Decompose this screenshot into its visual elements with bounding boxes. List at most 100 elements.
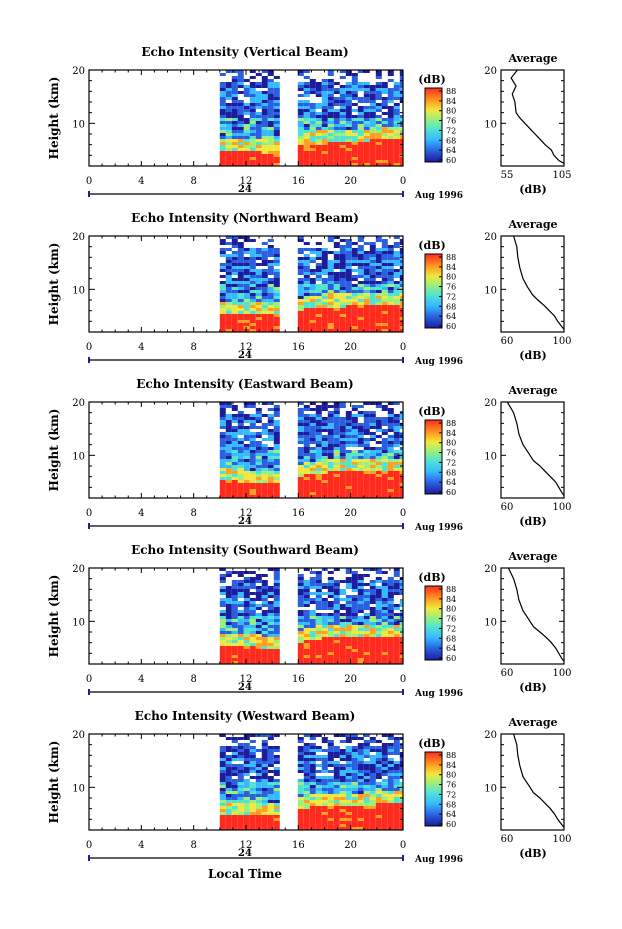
heatmap-cell <box>351 160 358 163</box>
heatmap-cell <box>261 477 268 480</box>
heatmap-cell <box>237 489 244 492</box>
heatmap-cell <box>345 746 352 749</box>
heatmap-cell <box>375 595 382 598</box>
heatmap-cell <box>327 311 334 314</box>
heatmap-cell <box>303 794 310 797</box>
heatmap-cell <box>267 746 274 749</box>
heatmap-cell <box>393 136 400 139</box>
heatmap-cell <box>309 426 316 429</box>
heatmap-cell <box>255 586 262 589</box>
heatmap-cell <box>357 616 364 619</box>
heatmap-cell <box>375 103 382 106</box>
heatmap-cell <box>309 296 316 299</box>
heatmap-cell <box>297 308 304 311</box>
heatmap-cell <box>225 263 232 266</box>
heatmap-cell <box>363 145 370 148</box>
heatmap-cell <box>237 809 244 812</box>
heatmap-cell <box>393 254 400 257</box>
heatmap-cell <box>255 782 262 785</box>
heatmap-cell <box>363 94 370 97</box>
heatmap-cell <box>297 471 304 474</box>
heatmap-cell <box>243 296 250 299</box>
heatmap-cell <box>225 474 232 477</box>
heatmap-cell <box>369 794 376 797</box>
heatmap-cell <box>249 622 256 625</box>
heatmap-cell <box>267 480 274 483</box>
heatmap-cell <box>327 589 334 592</box>
heatmap-cell <box>363 607 370 610</box>
heatmap-cell <box>399 329 403 332</box>
heatmap-cell <box>297 613 304 616</box>
heatmap-cell <box>393 655 400 658</box>
heatmap-cell <box>321 782 328 785</box>
heatmap-cell <box>273 305 280 308</box>
heatmap-cell <box>393 429 400 432</box>
heatmap-cell <box>387 821 394 824</box>
heatmap-cell <box>309 320 316 323</box>
heatmap-cell <box>321 797 328 800</box>
heatmap-cell <box>345 652 352 655</box>
heatmap-cell <box>267 734 274 737</box>
heatmap-cell <box>363 269 370 272</box>
heatmap-cell <box>315 821 322 824</box>
heatmap-cell <box>357 239 364 242</box>
heatmap-cell <box>219 761 226 764</box>
heatmap-cell <box>303 586 310 589</box>
heatmap-cell <box>255 595 262 598</box>
heatmap-cell <box>255 278 262 281</box>
heatmap-cell <box>393 803 400 806</box>
heatmap-cell <box>249 305 256 308</box>
heatmap-cell <box>225 438 232 441</box>
heatmap-cell <box>249 761 256 764</box>
heatmap-cell <box>231 444 238 447</box>
heatmap-cell <box>249 456 256 459</box>
heatmap-cell <box>357 435 364 438</box>
heatmap-cell <box>243 106 250 109</box>
heatmap-cell <box>303 465 310 468</box>
heatmap-cell <box>219 483 226 486</box>
heatmap-cell <box>345 776 352 779</box>
colorbar-tick-label: 68 <box>446 800 456 809</box>
heatmap-cell <box>315 278 322 281</box>
heatmap-cell <box>321 127 328 130</box>
heatmap-cell <box>327 649 334 652</box>
heatmap-cell <box>267 821 274 824</box>
heatmap-cell <box>261 263 268 266</box>
heatmap-cell <box>363 637 370 640</box>
heatmap-cell <box>327 302 334 305</box>
heatmap-cell <box>237 139 244 142</box>
heatmap-cell <box>375 791 382 794</box>
heatmap-cell <box>381 649 388 652</box>
heatmap-cell <box>231 580 238 583</box>
heatmap-cell <box>231 414 238 417</box>
heatmap-cell <box>333 296 340 299</box>
x-tick-label: 4 <box>138 508 144 519</box>
heatmap-cell <box>243 447 250 450</box>
heatmap-cell <box>369 245 376 248</box>
heatmap-cell <box>321 133 328 136</box>
heatmap-cell <box>249 655 256 658</box>
heatmap-cell <box>273 640 280 643</box>
heatmap-cell <box>369 661 376 664</box>
heatmap-cell <box>375 70 382 73</box>
heatmap-cell <box>303 779 310 782</box>
heatmap-cell <box>357 812 364 815</box>
heatmap-cell <box>243 133 250 136</box>
heatmap-cell <box>225 402 232 405</box>
heatmap-cell <box>327 79 334 82</box>
heatmap-cell <box>357 290 364 293</box>
heatmap-cell <box>357 254 364 257</box>
heatmap-cell <box>357 272 364 275</box>
heatmap-cell <box>351 438 358 441</box>
heatmap-cell <box>345 257 352 260</box>
heatmap-cell <box>393 797 400 800</box>
heatmap-cell <box>339 103 346 106</box>
colorbar-unit: (dB) <box>418 737 445 750</box>
heatmap-cell <box>237 148 244 151</box>
heatmap-cell <box>321 764 328 767</box>
heatmap-cell <box>315 462 322 465</box>
colorbar <box>424 585 443 661</box>
heatmap-cell <box>333 749 340 752</box>
heatmap-cell <box>387 136 394 139</box>
heatmap-cell <box>303 248 310 251</box>
